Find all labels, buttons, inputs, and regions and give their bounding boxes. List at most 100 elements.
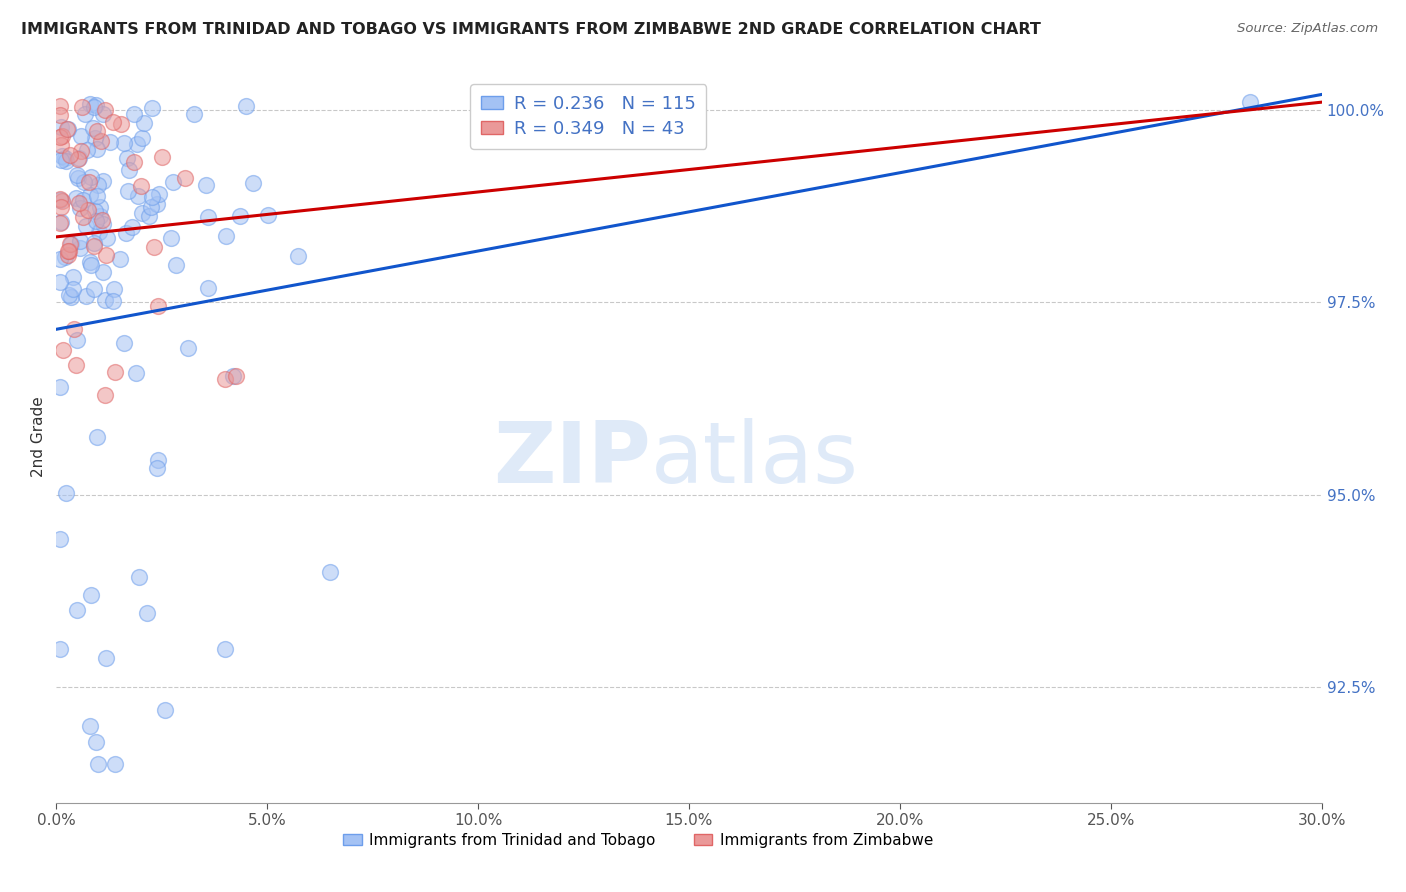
Point [148, 186, 170, 201]
Point [67, 151, 90, 165]
Point [60, 237, 83, 252]
Point [49, 193, 72, 207]
Point [132, 116, 155, 130]
Point [83, 282, 105, 296]
Point [72, 193, 94, 207]
Point [66, 333, 89, 347]
Point [139, 200, 162, 214]
Point [59, 148, 82, 162]
Point [94, 388, 117, 402]
Point [58, 287, 80, 301]
Point [1239, 95, 1261, 110]
Point [229, 209, 252, 223]
Point [52, 343, 75, 358]
Point [91, 106, 114, 120]
Point [49, 99, 72, 113]
Point [214, 228, 236, 243]
Point [83, 235, 105, 250]
Text: IMMIGRANTS FROM TRINIDAD AND TOBAGO VS IMMIGRANTS FROM ZIMBABWE 2ND GRADE CORREL: IMMIGRANTS FROM TRINIDAD AND TOBAGO VS I… [21, 22, 1040, 37]
Point [67, 195, 90, 210]
Point [287, 249, 309, 263]
Point [51, 138, 73, 153]
Point [79, 719, 101, 733]
Point [73, 174, 96, 188]
Point [225, 369, 247, 384]
Point [79, 254, 101, 268]
Point [66, 168, 89, 182]
Point [66, 152, 89, 166]
Point [62, 282, 84, 296]
Point [94, 293, 117, 307]
Point [108, 252, 131, 267]
Point [55, 486, 77, 500]
Point [162, 175, 184, 189]
Point [84, 735, 107, 749]
Point [257, 208, 280, 222]
Point [197, 210, 219, 224]
Point [79, 175, 101, 189]
Point [183, 107, 205, 121]
Point [55, 153, 77, 168]
Point [104, 757, 127, 772]
Point [87, 225, 110, 239]
Point [153, 703, 176, 717]
Text: atlas: atlas [651, 417, 859, 500]
Point [146, 300, 169, 314]
Text: ZIP: ZIP [494, 417, 651, 500]
Point [49, 192, 72, 206]
Point [103, 282, 125, 296]
Point [131, 130, 153, 145]
Point [56, 122, 79, 136]
Point [65, 358, 87, 372]
Point [91, 174, 114, 188]
Point [63, 322, 86, 336]
Point [53, 251, 76, 265]
Point [69, 234, 91, 248]
Point [70, 145, 93, 159]
Point [75, 289, 97, 303]
Point [165, 258, 187, 272]
Point [75, 219, 97, 233]
Point [83, 100, 105, 114]
Point [98, 135, 121, 149]
Point [49, 532, 72, 546]
Point [131, 206, 153, 220]
Point [319, 565, 342, 579]
Point [86, 189, 108, 203]
Point [84, 214, 107, 228]
Point [124, 107, 146, 121]
Point [112, 336, 135, 351]
Point [110, 117, 132, 131]
Point [49, 379, 72, 393]
Point [59, 289, 82, 303]
Point [146, 196, 169, 211]
Point [49, 108, 72, 122]
Point [127, 189, 149, 203]
Point [125, 366, 148, 380]
Point [49, 216, 72, 230]
Point [122, 155, 145, 169]
Legend: Immigrants from Trinidad and Tobago, Immigrants from Zimbabwe: Immigrants from Trinidad and Tobago, Imm… [337, 827, 939, 854]
Point [135, 606, 157, 620]
Point [84, 98, 107, 112]
Point [94, 248, 117, 262]
Point [148, 453, 170, 467]
Point [49, 641, 72, 656]
Point [70, 100, 93, 114]
Point [94, 103, 117, 117]
Point [101, 293, 124, 308]
Point [65, 191, 87, 205]
Point [69, 241, 91, 255]
Point [56, 244, 79, 258]
Point [214, 372, 236, 386]
Point [62, 269, 84, 284]
Point [125, 137, 148, 152]
Point [118, 162, 141, 177]
Point [104, 365, 127, 379]
Point [49, 252, 72, 266]
Point [138, 209, 160, 223]
Point [146, 461, 169, 475]
Point [49, 275, 72, 289]
Point [79, 97, 101, 112]
Point [96, 231, 118, 245]
